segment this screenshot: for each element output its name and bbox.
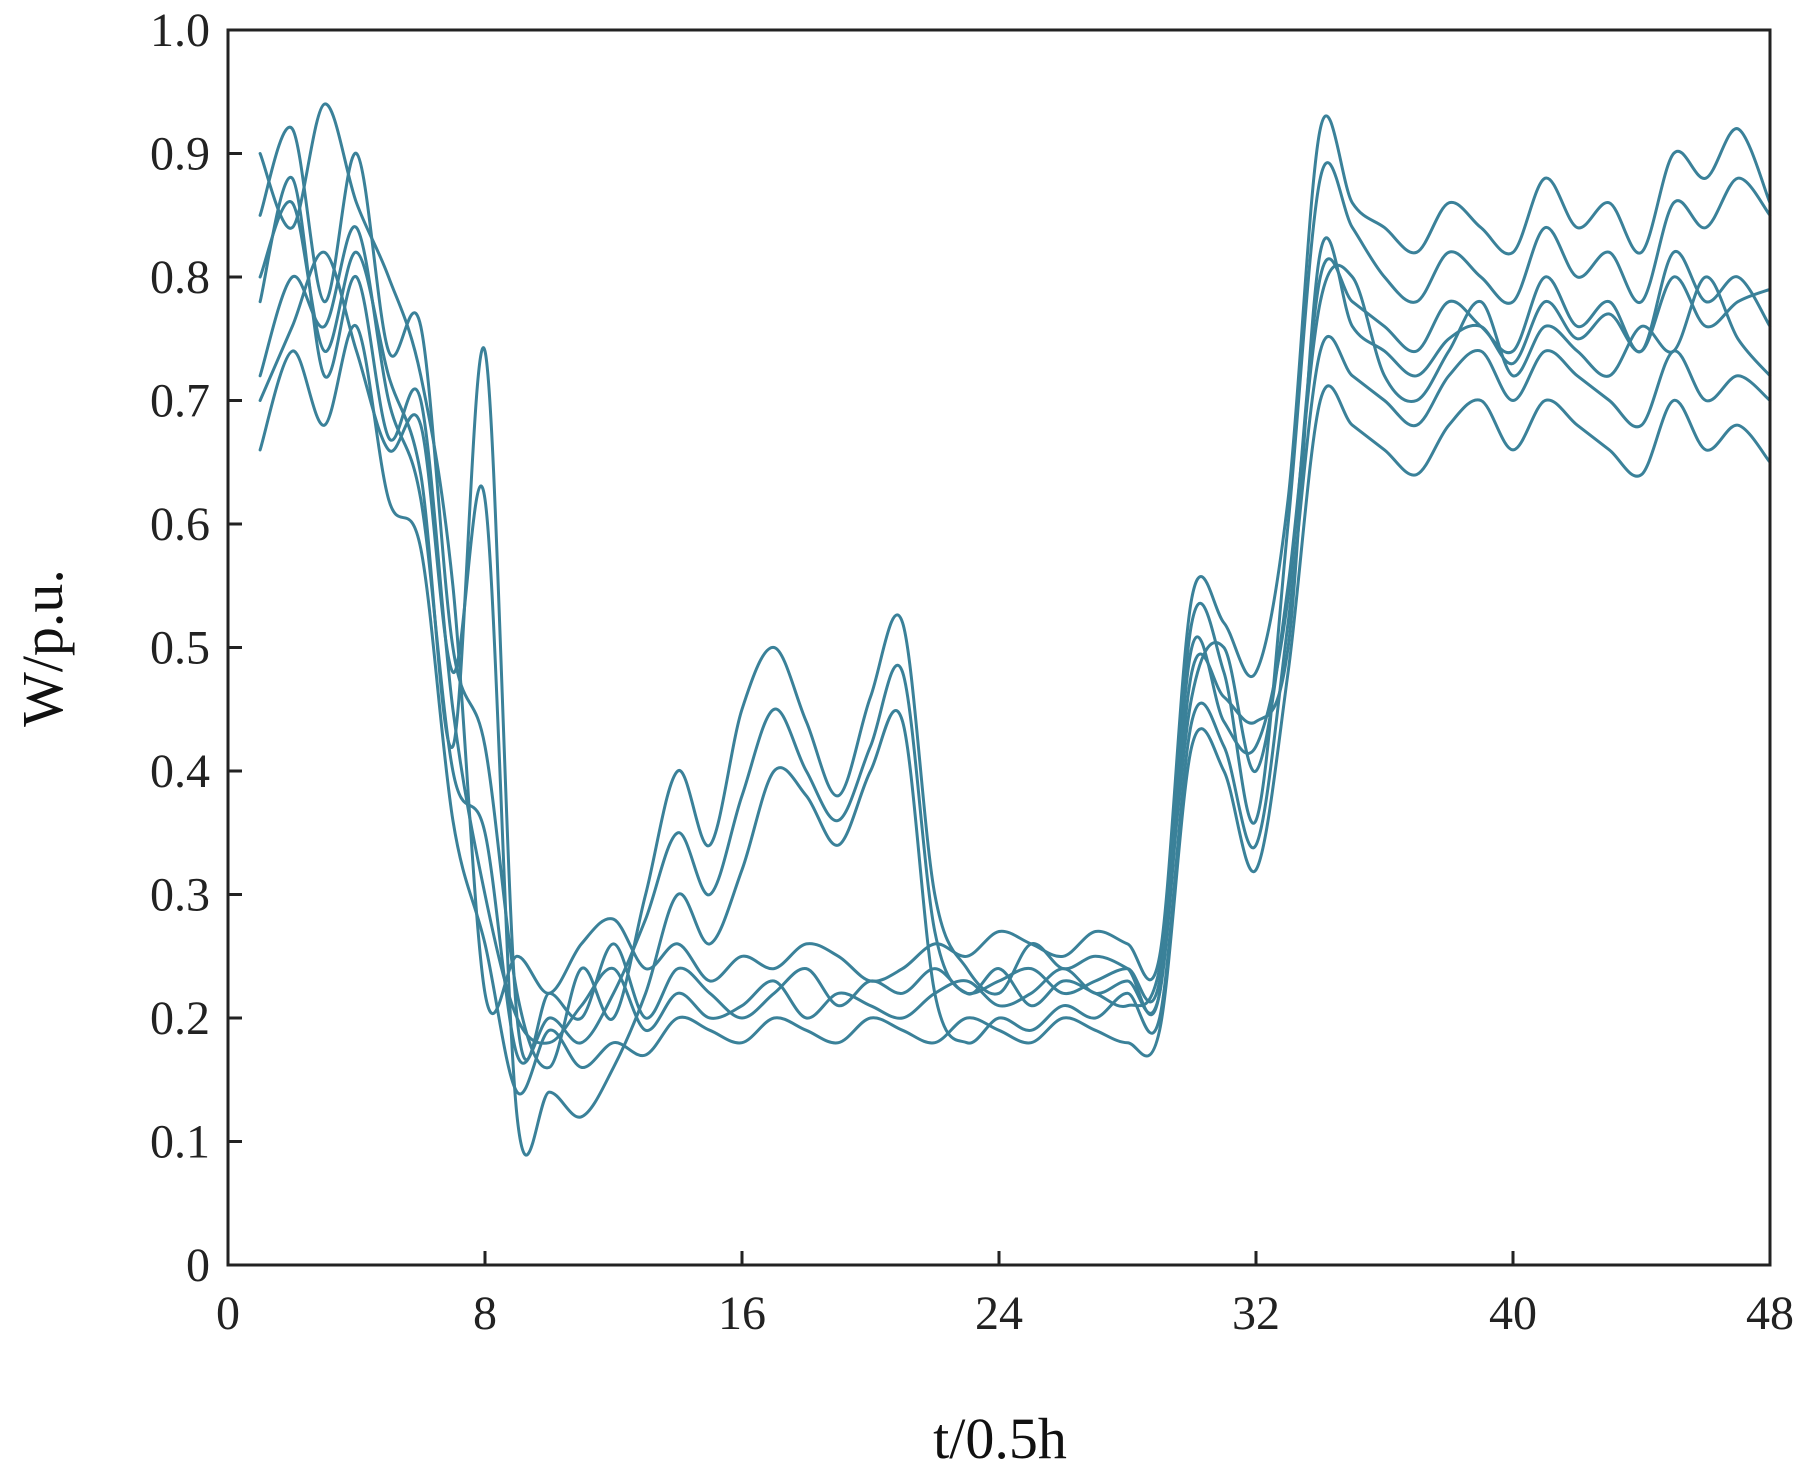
series-line bbox=[258, 200, 1772, 1062]
x-tick-label: 32 bbox=[1232, 1287, 1280, 1340]
x-tick-label: 16 bbox=[718, 1287, 766, 1340]
series-line bbox=[258, 102, 1772, 1015]
y-tick-label: 0.3 bbox=[150, 869, 210, 922]
y-tick-label: 0.5 bbox=[150, 622, 210, 675]
y-tick-label: 0.7 bbox=[150, 375, 210, 428]
y-tick-label: 0.6 bbox=[150, 498, 210, 551]
y-tick-label: 0.8 bbox=[150, 251, 210, 304]
x-axis: 0 8 16 24 32 40 48 bbox=[216, 1251, 1794, 1340]
y-tick-label: 0.2 bbox=[150, 992, 210, 1045]
series-line bbox=[258, 324, 1772, 1096]
y-axis-title: W/p.u. bbox=[10, 569, 75, 727]
x-tick-label: 40 bbox=[1489, 1287, 1537, 1340]
y-tick-label: 0.9 bbox=[150, 128, 210, 181]
y-tick-label: 0.4 bbox=[150, 745, 210, 798]
y-axis: 0 0.1 0.2 0.3 0.4 0.5 0.6 0.7 0.8 0.9 1.0 bbox=[150, 4, 242, 1292]
x-tick-label: 0 bbox=[216, 1287, 240, 1340]
plot-background bbox=[228, 30, 1770, 1265]
y-tick-label: 1.0 bbox=[150, 4, 210, 57]
y-tick-label: 0.1 bbox=[150, 1116, 210, 1169]
x-tick-label: 48 bbox=[1746, 1287, 1794, 1340]
series-line bbox=[258, 125, 1772, 1070]
x-tick-label: 8 bbox=[473, 1287, 497, 1340]
y-tick-label: 0 bbox=[186, 1239, 210, 1292]
x-tick-label: 24 bbox=[975, 1287, 1023, 1340]
x-axis-title: t/0.5h bbox=[933, 1406, 1067, 1471]
series-line bbox=[258, 250, 1772, 1157]
series-layer bbox=[258, 102, 1772, 1157]
